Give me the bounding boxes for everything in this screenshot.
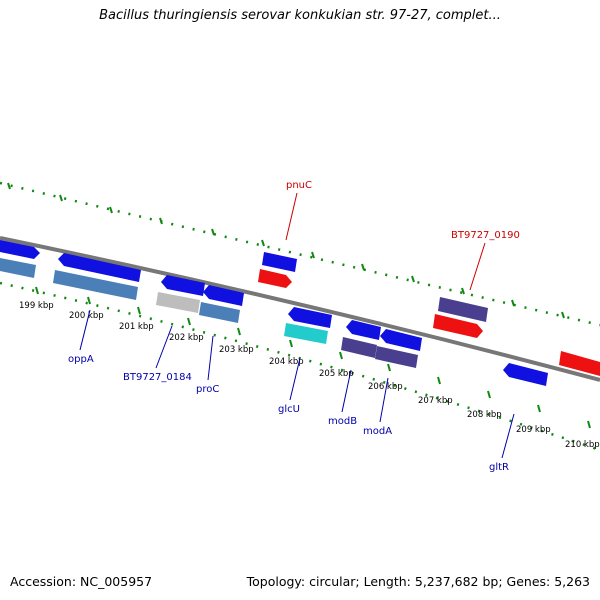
kbp-labels: 199 kbp 200 kbp 201 kbp 202 kbp 203 kbp …: [19, 301, 600, 450]
kbp-label: 207 kbp: [418, 396, 453, 406]
kbp-label: 199 kbp: [19, 301, 54, 311]
gene-leaders: [79, 192, 515, 459]
gene-label-proC[interactable]: proC: [196, 384, 219, 395]
genome-backbone: [0, 236, 600, 382]
gene-arrow[interactable]: [346, 320, 381, 340]
gene-arrow[interactable]: [438, 297, 488, 322]
gene-arrow[interactable]: [503, 363, 548, 386]
kbp-label: 208 kbp: [467, 410, 502, 420]
gene-arrow[interactable]: [284, 323, 328, 344]
gene-arrow[interactable]: [375, 346, 418, 368]
kbp-label: 201 kbp: [119, 322, 154, 332]
gene-arrow[interactable]: [58, 253, 141, 282]
gene-arrow[interactable]: [288, 307, 332, 328]
gene-arrow[interactable]: [433, 314, 483, 338]
gene-arrow[interactable]: [156, 292, 200, 313]
gene-arrow[interactable]: [199, 302, 240, 323]
gene-label-modA[interactable]: modA: [363, 426, 392, 437]
gene-label-BT9727_0184[interactable]: BT9727_0184: [123, 372, 192, 383]
outer-scale: [0, 181, 600, 327]
gene-arrow[interactable]: [0, 240, 40, 259]
gene-label-oppA[interactable]: oppA: [68, 354, 94, 365]
kbp-label: 210 kbp: [565, 440, 600, 450]
gene-label-modB[interactable]: modB: [328, 416, 357, 427]
gene-arrow[interactable]: [258, 269, 292, 288]
gene-arrow[interactable]: [203, 285, 244, 306]
kbp-label: 205 kbp: [319, 369, 354, 379]
gene-arrow[interactable]: [380, 329, 422, 351]
gene-arrow[interactable]: [161, 275, 205, 296]
topology-summary: Topology: circular; Length: 5,237,682 bp…: [246, 574, 590, 589]
gene-label-gltR[interactable]: gltR: [489, 462, 509, 473]
gene-arrow[interactable]: [341, 337, 377, 358]
kbp-label: 203 kbp: [219, 345, 254, 355]
gene-label-glcU[interactable]: glcU: [278, 404, 300, 415]
kbp-label: 206 kbp: [368, 382, 403, 392]
map-title: Bacillus thuringiensis serovar konkukian…: [99, 8, 501, 23]
kbp-label: 202 kbp: [169, 333, 204, 343]
gene-name-labels: pnuC BT9727_0190 oppA BT9727_0184 proC g…: [68, 180, 520, 473]
gene-arrow[interactable]: [53, 270, 138, 300]
kbp-label: 204 kbp: [269, 357, 304, 367]
gene-features: [0, 240, 600, 386]
gene-label-pnuC[interactable]: pnuC: [286, 180, 312, 191]
gene-arrow[interactable]: [559, 351, 600, 376]
accession-text: Accession: NC_005957: [10, 574, 153, 589]
kbp-label: 200 kbp: [69, 311, 104, 321]
gene-arrow[interactable]: [262, 252, 297, 272]
kbp-label: 209 kbp: [516, 425, 551, 435]
gene-label-BT9727_0190[interactable]: BT9727_0190: [451, 230, 520, 241]
gene-arrow[interactable]: [0, 258, 36, 278]
